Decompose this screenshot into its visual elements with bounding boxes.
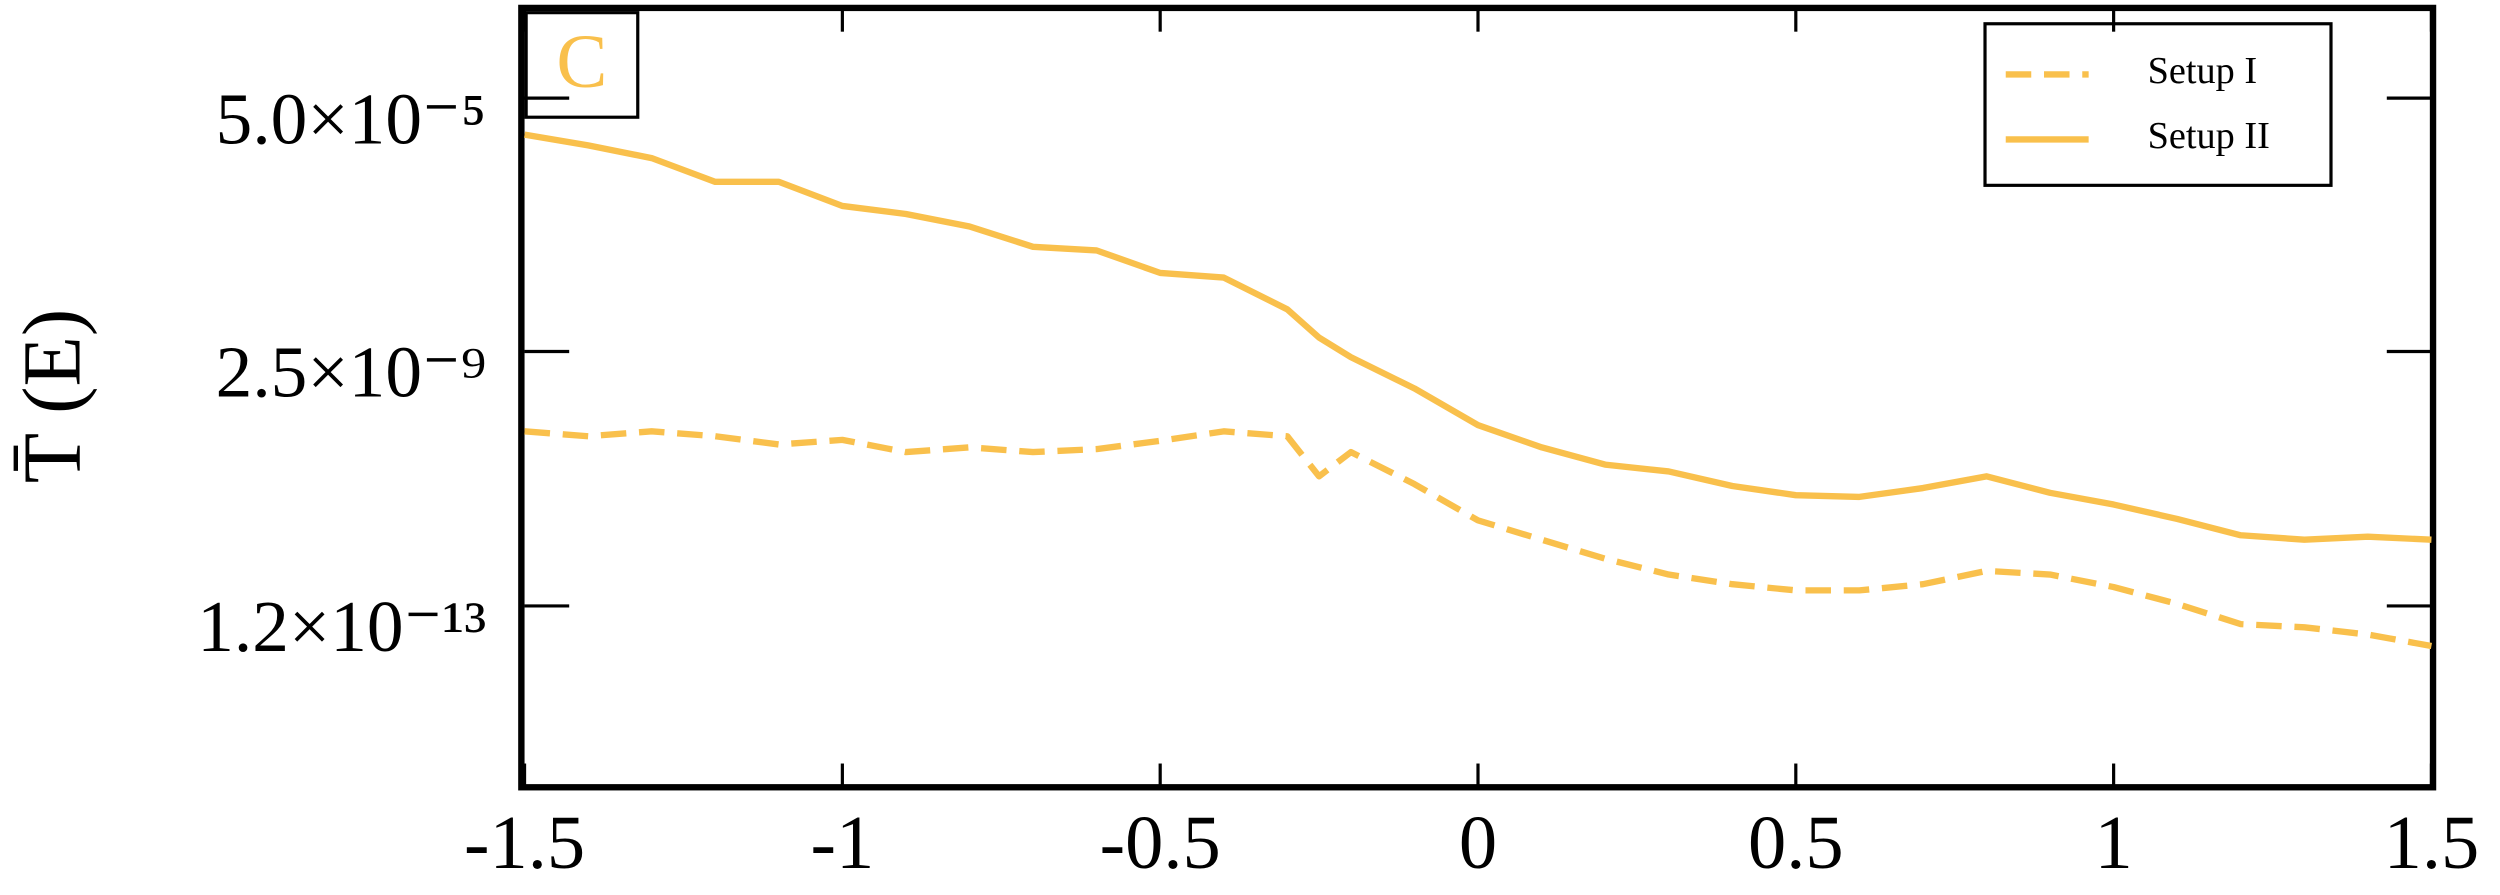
legend-label: Setup II — [2148, 115, 2270, 157]
y-tick-label: 2.5×10⁻⁹ — [216, 332, 487, 413]
x-tick-label: 0.5 — [1748, 800, 1844, 885]
legend-box — [1983, 22, 2333, 187]
y-tick-label: 5.0×10⁻⁵ — [216, 79, 487, 160]
legend-label: Setup I — [2148, 50, 2257, 92]
panel-label: C — [556, 19, 607, 104]
x-tick-label: 0 — [1459, 800, 1497, 885]
panel-label-box — [524, 11, 640, 119]
x-tick-label: -0.5 — [1100, 800, 1221, 885]
series-line — [524, 428, 2433, 650]
y-tick-label: 1.2×10⁻¹³ — [197, 586, 486, 667]
x-tick-label: -1.5 — [464, 800, 585, 885]
x-tick-label: 1 — [2094, 800, 2132, 885]
series-line — [524, 131, 2432, 543]
x-tick-label: 1.5 — [2384, 800, 2480, 885]
y-axis-label: T̄ (E) — [5, 309, 97, 484]
x-tick-label: -1 — [810, 800, 874, 885]
